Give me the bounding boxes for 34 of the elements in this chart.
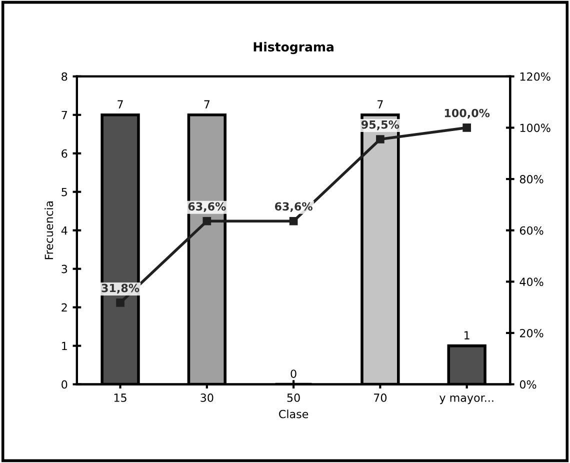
- y2-tick-label: 60%: [520, 226, 544, 235]
- y-tick-label: 7: [62, 111, 67, 120]
- chart-title: Histograma: [254, 42, 334, 54]
- data-label: 63,6%: [274, 202, 312, 212]
- data-label: 1: [464, 331, 470, 340]
- data-label: 7: [204, 100, 210, 108]
- y-tick-label: 0: [62, 380, 68, 389]
- y-tick-label: 8: [62, 72, 68, 81]
- x-tick-label: 70: [374, 394, 387, 402]
- data-label: 63,6%: [188, 202, 226, 212]
- data-label: 31,8%: [102, 284, 140, 294]
- y2-tick-label: 20%: [520, 328, 544, 338]
- y2-tick-label: 80%: [520, 175, 544, 184]
- x-tick-label: 30: [200, 394, 214, 402]
- y2-tick-label: 40%: [520, 278, 544, 286]
- y-tick-label: 3: [62, 264, 68, 274]
- y-tick-label: 2: [62, 303, 67, 312]
- y-tick-label: 4: [61, 226, 68, 235]
- data-label: 7: [378, 100, 383, 108]
- y2-tick-label: 120%: [520, 72, 550, 81]
- x-tick-label: y mayor...: [440, 396, 494, 404]
- y-axis-title: Frecuencia: [44, 201, 54, 260]
- x-tick-label: 50: [287, 394, 300, 402]
- y-tick-label: 5: [62, 188, 67, 196]
- data-label: 95,5%: [361, 120, 400, 130]
- y-tick-label: 1: [62, 342, 67, 350]
- data-label: 100,0%: [444, 108, 490, 119]
- y2-tick-label: 0%: [520, 380, 536, 389]
- data-label: 7: [118, 100, 123, 108]
- y-tick-label: 6: [62, 149, 68, 158]
- y2-tick-label: 100%: [520, 124, 550, 132]
- data-label: 0: [290, 370, 296, 378]
- x-axis-title: Clase: [279, 410, 308, 418]
- x-tick-label: 15: [114, 394, 126, 402]
